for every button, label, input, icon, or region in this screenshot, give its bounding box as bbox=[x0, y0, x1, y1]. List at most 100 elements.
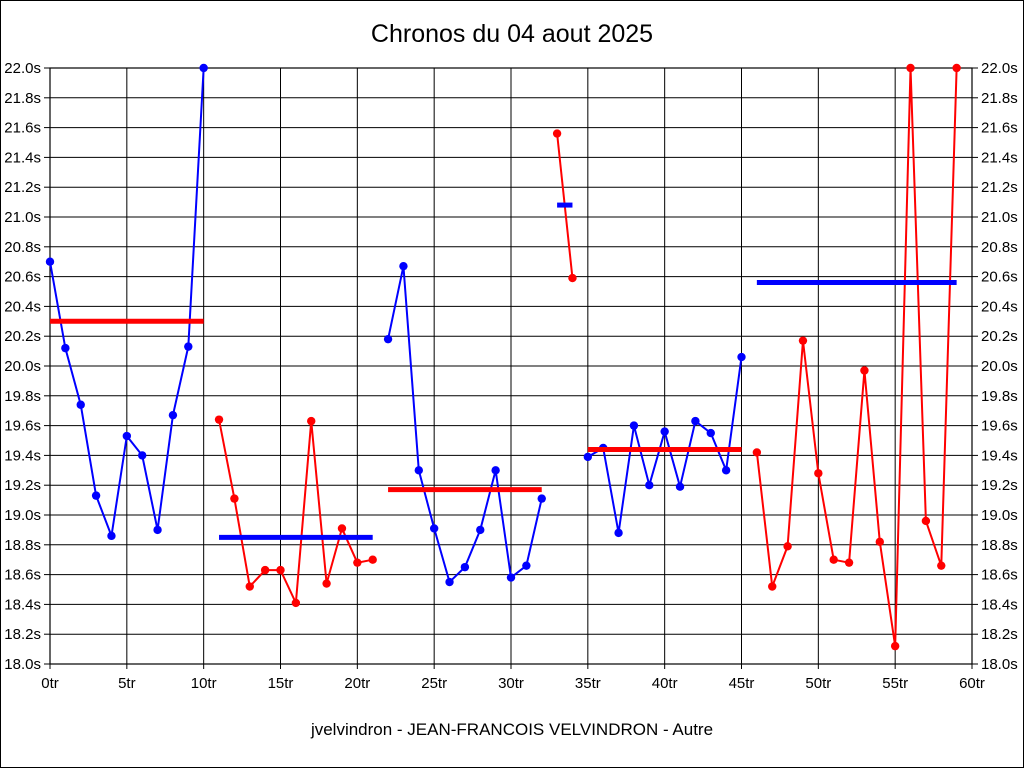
data-point-blue bbox=[107, 531, 116, 541]
data-point-blue bbox=[706, 428, 715, 438]
data-point-blue bbox=[76, 400, 85, 409]
data-point-blue bbox=[737, 352, 746, 362]
data-point-blue bbox=[91, 491, 101, 500]
data-point-blue bbox=[522, 561, 531, 570]
data-point-red bbox=[768, 582, 777, 591]
data-point-blue bbox=[168, 410, 178, 420]
data-point-red bbox=[952, 63, 961, 73]
data-point-red bbox=[291, 598, 301, 608]
data-point-blue bbox=[45, 257, 55, 266]
data-point-red bbox=[568, 273, 577, 283]
data-point-blue bbox=[153, 525, 162, 535]
data-point-red bbox=[322, 579, 331, 588]
x-axis-label: 40tr bbox=[652, 675, 678, 692]
data-point-blue bbox=[199, 63, 208, 73]
data-point-red bbox=[906, 63, 915, 73]
y-axis-label-right: 21.6s bbox=[981, 120, 1018, 137]
data-point-blue bbox=[184, 342, 193, 351]
y-axis-label-left: 19.0s bbox=[4, 507, 41, 524]
data-point-red bbox=[307, 416, 316, 426]
y-axis-label-left: 21.8s bbox=[4, 90, 41, 107]
y-axis-label-left: 18.4s bbox=[4, 596, 41, 613]
chart-title: Chronos du 04 aout 2025 bbox=[370, 20, 654, 48]
data-point-red bbox=[368, 555, 377, 564]
data-point-red bbox=[921, 516, 931, 526]
data-point-red bbox=[276, 565, 285, 575]
data-point-red bbox=[752, 448, 762, 457]
y-axis-label-left: 20.4s bbox=[4, 298, 41, 315]
y-axis-label-right: 20.6s bbox=[981, 269, 1018, 286]
y-axis-label-right: 20.0s bbox=[981, 358, 1018, 375]
y-axis-label-left: 20.0s bbox=[4, 358, 41, 375]
data-point-red bbox=[245, 582, 254, 591]
y-axis-label-right: 22.0s bbox=[981, 60, 1018, 77]
y-axis-label-right: 18.0s bbox=[981, 656, 1018, 673]
data-point-blue bbox=[645, 481, 654, 490]
x-axis-label: 30tr bbox=[498, 675, 524, 692]
data-point-red bbox=[798, 336, 808, 345]
y-axis-label-right: 18.2s bbox=[981, 626, 1018, 643]
x-axis-label: 55tr bbox=[882, 675, 908, 692]
data-point-red bbox=[937, 561, 946, 570]
data-point-red bbox=[353, 558, 362, 567]
x-axis-label: 20tr bbox=[344, 675, 370, 692]
data-point-red bbox=[814, 469, 823, 478]
data-point-blue bbox=[614, 528, 623, 538]
y-axis-label-right: 20.4s bbox=[981, 298, 1018, 315]
data-point-blue bbox=[122, 431, 132, 441]
y-axis-label-left: 21.6s bbox=[4, 120, 41, 137]
y-axis-label-left: 18.2s bbox=[4, 626, 41, 643]
data-point-red bbox=[230, 494, 239, 503]
x-axis-label: 60tr bbox=[959, 675, 985, 692]
data-point-red bbox=[844, 558, 854, 567]
data-point-blue bbox=[721, 466, 731, 475]
y-axis-label-right: 21.8s bbox=[981, 90, 1018, 107]
y-axis-label-left: 21.4s bbox=[4, 149, 41, 166]
x-axis-label: 25tr bbox=[421, 675, 447, 692]
y-axis-label-right: 20.2s bbox=[981, 328, 1018, 345]
x-axis-label: 50tr bbox=[805, 675, 831, 692]
y-axis-label-right: 21.0s bbox=[981, 209, 1018, 226]
data-point-blue bbox=[660, 427, 669, 436]
y-axis-label-left: 22.0s bbox=[4, 60, 41, 77]
data-point-blue bbox=[491, 466, 500, 475]
x-axis-label: 10tr bbox=[191, 675, 217, 692]
data-point-blue bbox=[476, 525, 485, 535]
y-axis-label-right: 19.4s bbox=[981, 447, 1018, 464]
y-axis-label-right: 21.4s bbox=[981, 149, 1018, 166]
data-point-blue bbox=[445, 577, 454, 587]
x-axis-label: 0tr bbox=[41, 675, 59, 692]
y-axis-label-left: 21.2s bbox=[4, 179, 41, 196]
chart-caption: jvelvindron - JEAN-FRANCOIS VELVINDRON -… bbox=[310, 720, 714, 739]
y-axis-label-left: 19.8s bbox=[4, 388, 41, 405]
y-axis-label-left: 21.0s bbox=[4, 209, 41, 226]
x-axis-label: 5tr bbox=[118, 675, 136, 692]
data-point-blue bbox=[414, 466, 423, 475]
y-axis-label-right: 19.6s bbox=[981, 418, 1018, 435]
series-line-red bbox=[755, 67, 958, 647]
data-point-blue bbox=[383, 334, 393, 344]
data-point-red bbox=[260, 565, 270, 575]
y-axis-label-left: 19.6s bbox=[4, 418, 41, 435]
y-axis-label-left: 20.6s bbox=[4, 269, 41, 286]
y-axis-label-right: 21.2s bbox=[981, 179, 1018, 196]
data-point-red bbox=[890, 641, 900, 651]
y-axis-label-right: 19.0s bbox=[981, 507, 1018, 524]
data-point-blue bbox=[399, 261, 408, 271]
y-axis-label-right: 19.8s bbox=[981, 388, 1018, 405]
y-axis-label-left: 18.8s bbox=[4, 537, 41, 554]
data-point-blue bbox=[429, 524, 439, 533]
data-point-red bbox=[875, 537, 884, 547]
series-line-blue bbox=[387, 265, 543, 584]
data-point-blue bbox=[506, 573, 516, 582]
data-point-red bbox=[829, 555, 838, 564]
y-axis-label-left: 18.6s bbox=[4, 567, 41, 584]
data-point-red bbox=[783, 542, 792, 551]
y-axis-label-left: 20.8s bbox=[4, 239, 41, 256]
y-axis-label-left: 18.0s bbox=[4, 656, 41, 673]
x-axis-label: 45tr bbox=[729, 675, 755, 692]
data-point-blue bbox=[675, 482, 685, 491]
y-axis-label-right: 18.6s bbox=[981, 567, 1018, 584]
